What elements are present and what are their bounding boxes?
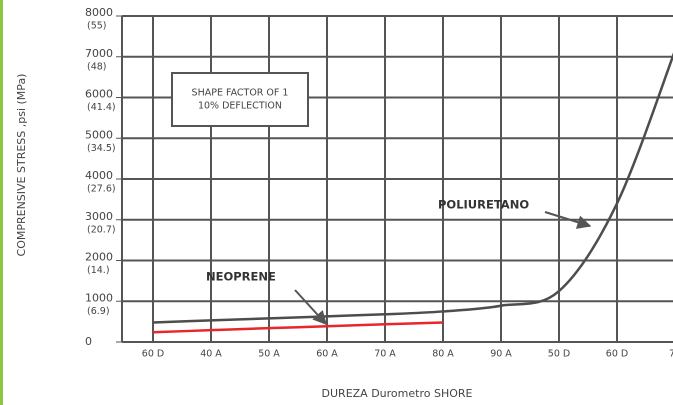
y-tick-label: 3000 — [85, 210, 113, 223]
arrow — [294, 289, 327, 326]
x-tick-label: 60 D — [606, 349, 628, 360]
series-line — [152, 321, 444, 334]
y-tick-label: 6000 — [85, 88, 113, 101]
series-label: POLIURETANO — [438, 198, 529, 212]
note-text: 10% DEFLECTION — [198, 101, 282, 112]
y-tick-sublabel: (6.9) — [87, 306, 110, 317]
y-tick-label: 5000 — [85, 128, 113, 141]
x-tick-label: 60 D — [142, 349, 164, 360]
x-tick-label: 70 A — [374, 349, 396, 360]
y-tick-label: 7000 — [85, 47, 113, 60]
y-axis-label: COMPRENSIVE STRESS ,psi (MPa) — [15, 74, 28, 257]
y-tick-label: 2000 — [85, 251, 113, 264]
y-tick-sublabel: (27.6) — [87, 184, 116, 195]
note-box — [171, 72, 309, 127]
y-tick-sublabel: (48) — [87, 61, 107, 72]
x-tick-label: 50 D — [548, 349, 570, 360]
y-tick-label: 0 — [85, 335, 92, 348]
y-tick-label: 4000 — [85, 169, 113, 182]
y-tick-label: 8000 — [85, 6, 113, 19]
arrow — [544, 211, 592, 229]
x-tick-label: 50 A — [258, 349, 280, 360]
y-tick-sublabel: (20.7) — [87, 224, 116, 235]
series-line — [152, 52, 673, 324]
x-tick-label: 70 — [669, 349, 673, 360]
y-tick-sublabel: (14.) — [87, 265, 110, 276]
x-tick-label: 90 A — [490, 349, 512, 360]
x-tick-label: 60 A — [316, 349, 338, 360]
x-tick-label: 80 A — [432, 349, 454, 360]
x-axis-label: DUREZA Durometro SHORE — [322, 387, 473, 400]
series-label: NEOPRENE — [206, 270, 276, 284]
y-tick-sublabel: (41.4) — [87, 102, 116, 113]
y-tick-sublabel: (34.5) — [87, 143, 116, 154]
left-border — [0, 0, 3, 405]
y-tick-sublabel: (55) — [87, 21, 107, 32]
x-tick-label: 40 A — [200, 349, 222, 360]
y-tick-label: 1000 — [85, 291, 113, 304]
note-text: SHAPE FACTOR OF 1 — [192, 88, 289, 99]
